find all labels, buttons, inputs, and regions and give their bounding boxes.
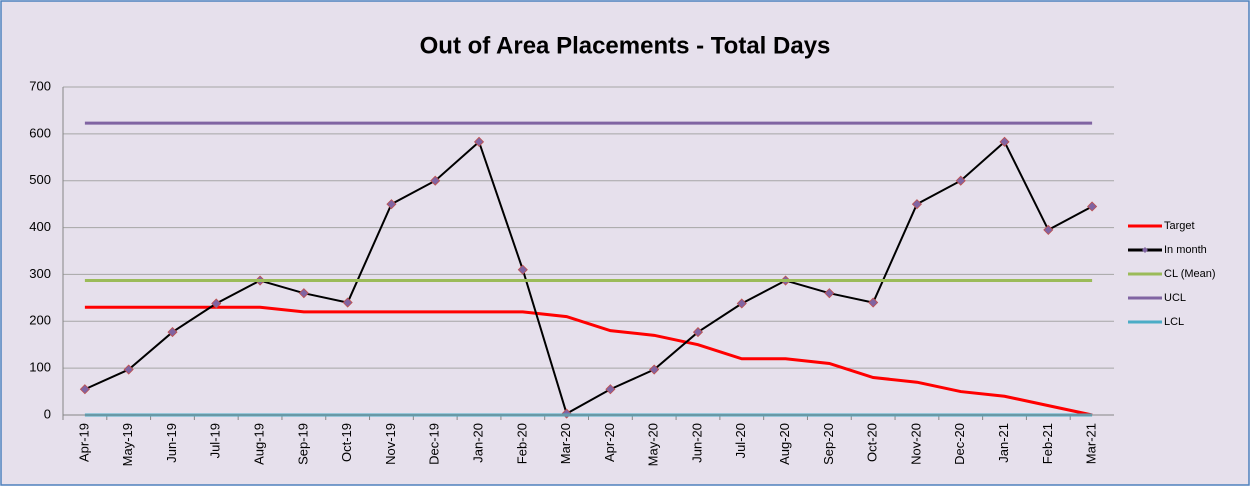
x-tick-label: Sep-19 (295, 423, 310, 465)
x-tick-label: Feb-20 (514, 423, 529, 464)
marker (1043, 224, 1054, 235)
marker (692, 326, 704, 338)
marker (298, 288, 309, 299)
marker (1087, 201, 1098, 212)
marker (824, 288, 835, 299)
legend-label: CL (Mean) (1164, 268, 1216, 280)
legend-label: In month (1164, 244, 1207, 256)
y-tick-label: 700 (29, 78, 51, 93)
y-tick-label: 200 (29, 313, 51, 328)
y-tick-label: 0 (44, 406, 51, 421)
marker (386, 199, 397, 210)
series-line (84, 305, 1093, 417)
x-tick-label: Dec-20 (952, 423, 967, 465)
x-tick-label: Sep-20 (821, 423, 836, 465)
x-tick-label: Jun-19 (164, 423, 179, 463)
y-tick-label: 600 (29, 125, 51, 140)
legend-label: UCL (1164, 292, 1186, 304)
x-tick-label: Nov-19 (383, 423, 398, 465)
x-tick-label: May-20 (646, 423, 661, 466)
marker (605, 384, 616, 395)
y-tick-label: 500 (29, 172, 51, 187)
legend-label: Target (1164, 220, 1195, 232)
x-tick-label: Apr-20 (602, 423, 617, 462)
x-tick-label: Jan-20 (470, 423, 485, 463)
x-tick-label: May-19 (120, 423, 135, 466)
x-tick-label: Jul-20 (733, 423, 748, 458)
x-tick-label: Jan-21 (996, 423, 1011, 463)
x-tick-label: Oct-20 (865, 423, 880, 462)
marker (955, 175, 966, 186)
chart-title: Out of Area Placements - Total Days (420, 32, 831, 59)
x-tick-label: Oct-19 (339, 423, 354, 462)
marker (342, 297, 353, 308)
marker (211, 298, 222, 309)
x-tick-label: Dec-19 (427, 423, 442, 465)
x-tick-label: Mar-21 (1084, 423, 1099, 464)
y-tick-label: 400 (29, 219, 51, 234)
x-tick-label: Jul-19 (208, 423, 223, 458)
marker (911, 199, 923, 210)
marker (79, 384, 90, 395)
series-line (84, 140, 1093, 416)
y-tick-label: 300 (29, 266, 51, 281)
x-tick-label: Jun-20 (689, 423, 704, 463)
marker (868, 297, 879, 308)
x-tick-label: Mar-20 (558, 423, 573, 464)
marker (123, 364, 134, 375)
legend-label: LCL (1164, 316, 1184, 328)
marker (473, 136, 485, 147)
x-tick-label: Aug-20 (777, 423, 792, 465)
marker (517, 264, 528, 275)
x-tick-label: Nov-20 (908, 423, 923, 465)
y-tick-label: 100 (29, 360, 51, 375)
x-tick-label: Apr-19 (76, 423, 91, 462)
legend-marker (1142, 247, 1148, 253)
x-tick-label: Aug-19 (252, 423, 267, 465)
x-tick-label: Feb-21 (1040, 423, 1055, 464)
marker (167, 326, 178, 338)
marker (736, 298, 747, 309)
marker (999, 136, 1010, 147)
marker (649, 364, 660, 375)
marker (430, 175, 441, 186)
